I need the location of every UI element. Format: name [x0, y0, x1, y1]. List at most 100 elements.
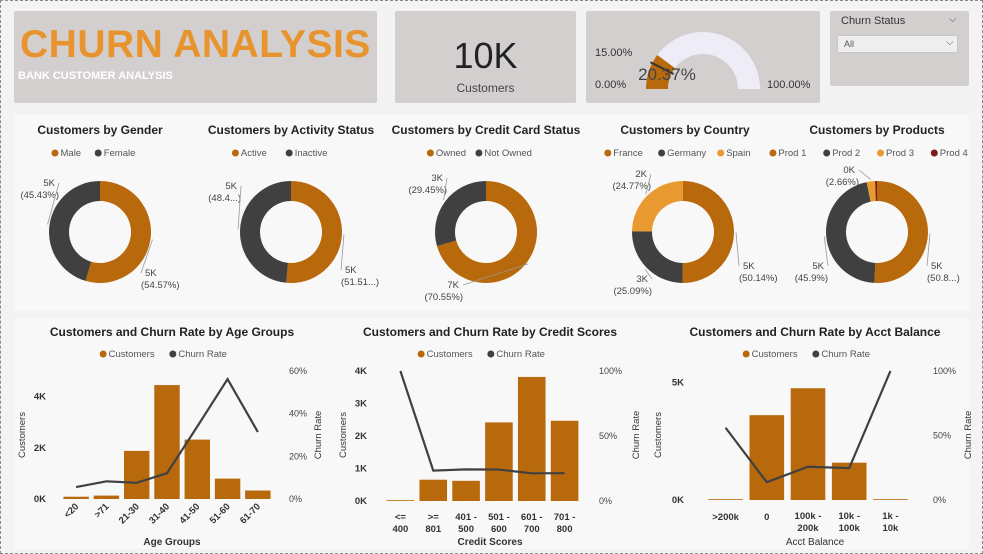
- donut-leader-line: [645, 173, 652, 195]
- legend-marker: [717, 149, 725, 157]
- x-axis-title: Age Groups: [143, 537, 201, 548]
- donut-slice: [866, 181, 876, 202]
- legend-marker: [823, 149, 831, 157]
- bar: [873, 499, 908, 500]
- y2-axis-title: Churn Rate: [963, 411, 974, 460]
- x-tick-label: 100k -200k: [795, 511, 822, 534]
- y-tick-label: 1K: [355, 464, 367, 475]
- donut-leader-line: [926, 233, 931, 267]
- gauge-card[interactable]: 20.37% 15.00% 0.00% 100.00%: [586, 11, 820, 103]
- bar-line-chart: Customers and Churn Rate by Acct Balance…: [653, 325, 974, 548]
- slicer-selected-value: All: [844, 39, 855, 49]
- legend-label: Prod 3: [886, 148, 914, 159]
- donut-leader-line: [735, 232, 740, 267]
- y2-tick-label: 0%: [933, 495, 946, 505]
- x-tick-label: 701 -800: [554, 512, 576, 535]
- donut-slice: [682, 181, 734, 283]
- legend-label: Not Owned: [484, 148, 532, 159]
- legend-marker: [169, 350, 177, 358]
- donut-data-label: 0K: [843, 165, 855, 176]
- donut-chart: Customers by Activity Status Active Inacti…: [208, 123, 379, 288]
- bar: [386, 500, 415, 501]
- x-tick-label: 41-50: [177, 501, 202, 526]
- legend-label: Male: [61, 148, 82, 159]
- donut-leader-line: [443, 177, 448, 201]
- x-tick-label: 61-70: [238, 501, 263, 526]
- bar: [550, 420, 579, 501]
- gauge-target-marker: [649, 61, 675, 75]
- bar: [419, 479, 448, 501]
- y-tick-label: 3K: [355, 399, 367, 410]
- donut-data-label: (25.09%): [613, 286, 652, 297]
- chart-title: Customers by Activity Status: [208, 123, 375, 137]
- donut-data-label: 5K: [225, 181, 237, 192]
- bar: [749, 415, 785, 500]
- legend-label: France: [613, 148, 643, 159]
- donut-data-label: (51.51...): [341, 277, 379, 288]
- chart-title: Customers by Gender: [37, 123, 163, 137]
- donut-data-label: 3K: [636, 274, 648, 285]
- y2-tick-label: 40%: [289, 409, 307, 419]
- gauge-track: [646, 32, 760, 89]
- dropdown-chevron-icon[interactable]: ⌵: [946, 37, 954, 48]
- legend-marker: [930, 149, 938, 157]
- bar-line-chart: Customers and Churn Rate by Credit Score…: [338, 325, 642, 548]
- donut-leader-line: [47, 182, 60, 225]
- chevron-down-icon[interactable]: ⌵: [949, 14, 957, 25]
- donut-data-label: (24.77%): [612, 181, 651, 192]
- legend-label: Prod 1: [778, 148, 806, 159]
- legend-marker: [658, 149, 666, 157]
- y-tick-label: 0K: [355, 496, 367, 507]
- y2-tick-label: 100%: [599, 366, 622, 376]
- donut-slice: [875, 181, 877, 202]
- donut-slice: [434, 181, 486, 247]
- y-tick-label: 0K: [672, 495, 684, 506]
- donut-data-label: (2.66%): [826, 177, 859, 188]
- legend-label: Female: [104, 148, 136, 159]
- legend-marker: [94, 149, 102, 157]
- donut-data-label: 5K: [145, 268, 157, 279]
- donut-data-label: 7K: [447, 280, 459, 291]
- bar: [517, 376, 546, 501]
- legend-label: Owned: [436, 148, 466, 159]
- bar: [452, 480, 480, 501]
- y-axis-title: Customers: [338, 412, 349, 458]
- donut-chart: Customers by Country France Germany Spain 5K…: [604, 123, 778, 297]
- slicer-dropdown[interactable]: All ⌵: [837, 35, 958, 53]
- bar: [93, 495, 120, 499]
- donut-leader-line: [140, 239, 153, 274]
- y-tick-label: 4K: [355, 366, 367, 377]
- y2-tick-label: 60%: [289, 366, 307, 376]
- kpi-card[interactable]: 10K Customers: [395, 11, 576, 103]
- bar: [485, 422, 513, 501]
- donut-data-label: (45.9%): [795, 273, 828, 284]
- chart-title: Customers by Credit Card Status: [392, 123, 581, 137]
- x-tick-label: 1k -10k: [882, 511, 899, 534]
- bar: [123, 450, 150, 499]
- donut-data-label: (54.57%): [141, 280, 180, 291]
- chart-title: Customers and Churn Rate by Credit Score…: [363, 325, 617, 339]
- y-axis-title: Customers: [17, 412, 28, 458]
- kpi-value: 10K: [453, 35, 518, 76]
- x-tick-label: 501 -600: [488, 512, 510, 535]
- donut-leader-line: [644, 268, 653, 280]
- legend-marker: [426, 149, 434, 157]
- gauge-value-label: 20.37%: [638, 65, 696, 84]
- x-tick-label: <20: [62, 501, 81, 520]
- y2-tick-label: 100%: [933, 366, 956, 376]
- y2-tick-label: 20%: [289, 451, 307, 461]
- donut-leader-line: [858, 169, 871, 180]
- y2-tick-label: 0%: [599, 496, 612, 506]
- legend-marker: [604, 149, 612, 157]
- donut-data-label: 5K: [345, 265, 357, 276]
- y-tick-label: 0K: [34, 494, 46, 505]
- legend-marker: [285, 149, 293, 157]
- legend-label: Churn Rate: [496, 349, 545, 360]
- legend-marker: [742, 350, 750, 358]
- y-tick-label: 5K: [672, 378, 684, 389]
- churn-status-slicer[interactable]: Churn Status ⌵ All ⌵: [830, 11, 969, 86]
- legend-label: Spain: [726, 148, 750, 159]
- legend-label: Customers: [752, 349, 798, 360]
